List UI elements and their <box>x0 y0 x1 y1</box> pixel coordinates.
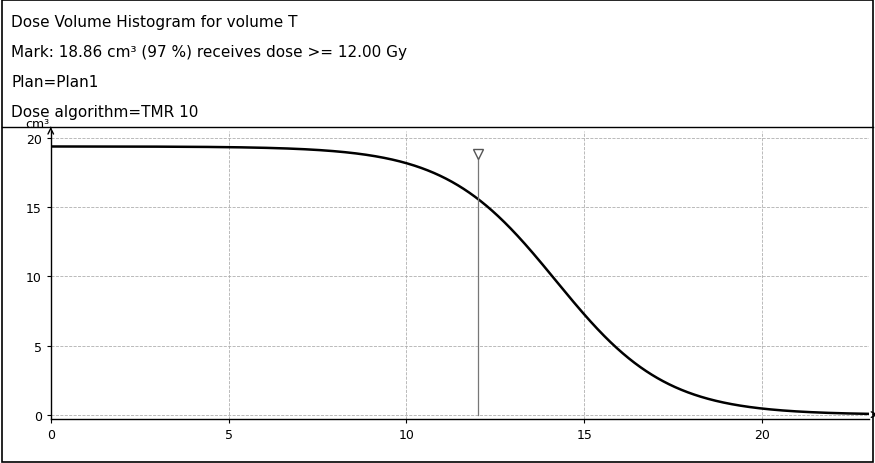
Text: Dose Volume Histogram for volume T: Dose Volume Histogram for volume T <box>11 15 298 30</box>
Text: Plan=Plan1: Plan=Plan1 <box>11 75 99 90</box>
Text: Mark: 18.86 cm³ (97 %) receives dose >= 12.00 Gy: Mark: 18.86 cm³ (97 %) receives dose >= … <box>11 45 407 60</box>
Text: cm³: cm³ <box>25 118 49 131</box>
Text: Dose algorithm=TMR 10: Dose algorithm=TMR 10 <box>11 105 199 120</box>
